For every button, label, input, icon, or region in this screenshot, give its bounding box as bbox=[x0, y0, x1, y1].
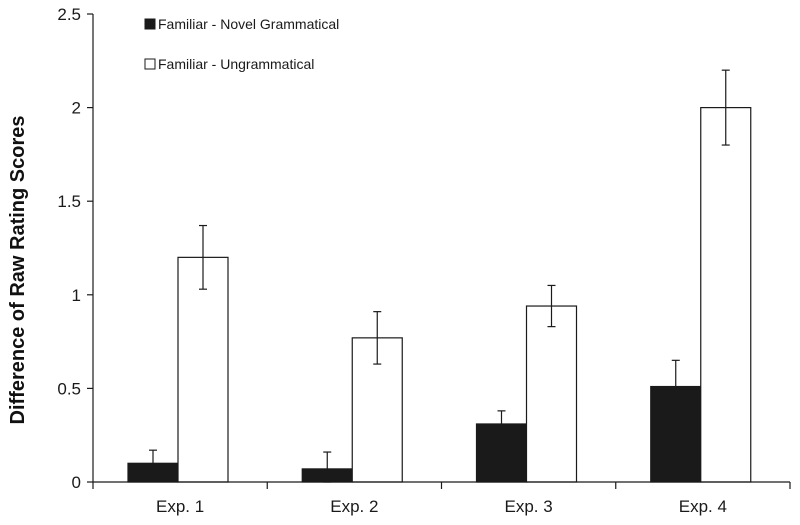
plot-area bbox=[127, 69, 752, 483]
x-tick-label: Exp. 1 bbox=[156, 497, 204, 516]
legend-swatch bbox=[144, 18, 156, 30]
axes: 0 0.5 1 1.5 2 2.5 Exp. 1 Exp. 2 Exp. 3 Exp. 4 bbox=[57, 5, 791, 516]
y-axis-title: Difference of Raw Rating Scores bbox=[7, 116, 29, 425]
y-tick-label: 0.5 bbox=[57, 379, 81, 398]
x-tick-label: Exp. 3 bbox=[505, 497, 553, 516]
bar bbox=[525, 305, 578, 483]
legend-swatch bbox=[144, 58, 156, 70]
y-tick-label: 2.5 bbox=[57, 5, 81, 24]
bar bbox=[700, 106, 752, 483]
y-tick-label: 2 bbox=[72, 99, 81, 118]
y-tick-label: 1 bbox=[72, 286, 81, 305]
y-tick-label: 1.5 bbox=[57, 192, 81, 211]
bar bbox=[177, 256, 229, 483]
legend-label: Familiar - Novel Grammatical bbox=[158, 16, 339, 32]
x-tick-label: Exp. 2 bbox=[330, 497, 378, 516]
legend: Familiar - Novel Grammatical Familiar - U… bbox=[144, 16, 339, 72]
y-tick-label: 0 bbox=[72, 473, 81, 492]
legend-label: Familiar - Ungrammatical bbox=[158, 56, 314, 72]
x-tick-label: Exp. 4 bbox=[679, 497, 727, 516]
